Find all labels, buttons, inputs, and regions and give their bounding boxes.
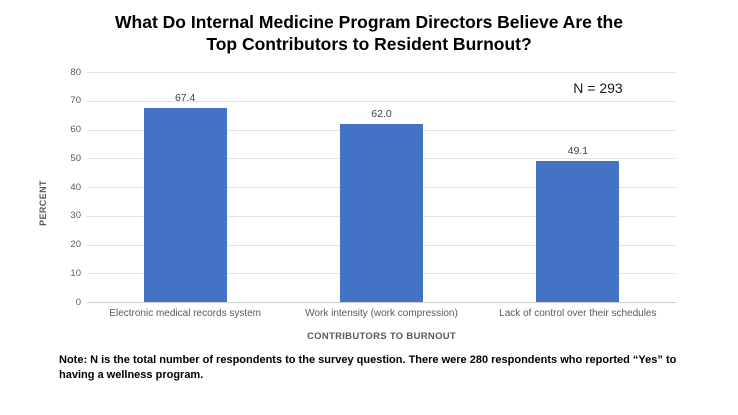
x-category-label-1: Electronic medical records system <box>109 308 262 319</box>
footnote-line-1: Note: N is the total number of responden… <box>59 354 677 366</box>
y-tick-label-80: 80 <box>70 66 81 78</box>
footnote-line-2: having a wellness program. <box>59 369 204 382</box>
footnote: Note: N is the total number of responden… <box>59 353 709 384</box>
x-category-label-3: Lack of control over their schedules <box>499 308 657 319</box>
y-axis-title: PERCENT <box>38 180 48 226</box>
plot-area <box>87 72 676 303</box>
y-tick-label-50: 50 <box>70 152 81 164</box>
bar-value-label-2: 62.0 <box>371 107 392 120</box>
bar-1 <box>143 108 227 302</box>
gridline-0 <box>87 302 676 303</box>
chart-title: What Do Internal Medicine Program Direct… <box>0 11 738 56</box>
y-tick-label-20: 20 <box>70 239 81 250</box>
y-tick-label-30: 30 <box>70 210 81 222</box>
gridline-70 <box>87 100 676 102</box>
bar-2 <box>340 123 423 302</box>
chart-title-line-1: What Do Internal Medicine Program Direct… <box>115 12 623 32</box>
y-tick-label-60: 60 <box>70 124 81 135</box>
chart-title-line-2: Top Contributors to Resident Burnout? <box>206 34 532 55</box>
sample-size-annotation: N = 293 <box>573 80 623 96</box>
x-category-label-2: Work intensity (work compression) <box>305 308 458 319</box>
bar-3 <box>536 160 620 302</box>
y-tick-label-40: 40 <box>70 181 81 193</box>
gridline-80 <box>87 72 676 73</box>
x-axis-title: CONTRIBUTORS TO BURNOUT <box>306 331 457 342</box>
y-tick-label-0: 0 <box>75 296 81 308</box>
bar-value-label-3: 49.1 <box>567 144 589 157</box>
y-tick-label-10: 10 <box>70 267 81 279</box>
y-tick-label-70: 70 <box>70 95 81 107</box>
bar-value-label-1: 67.4 <box>174 92 196 105</box>
